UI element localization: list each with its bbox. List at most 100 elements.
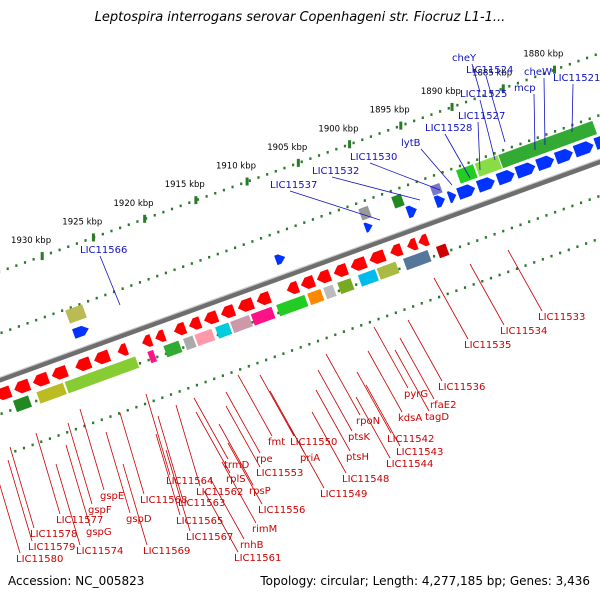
gene-label-bottom: rimM [252, 524, 277, 535]
track-dot [259, 237, 263, 240]
leader-line [315, 389, 351, 452]
track-dot [242, 243, 245, 246]
gene-label-top: LIC11521 [553, 73, 600, 84]
track-dot [545, 133, 548, 136]
gene-block-bottom [215, 322, 233, 339]
track-dot [337, 289, 341, 293]
track-dot [178, 390, 181, 393]
leader-line [444, 133, 471, 179]
track-dot [95, 296, 98, 300]
track-dot [173, 268, 176, 272]
track-dot [84, 239, 87, 242]
leader-line [9, 446, 35, 529]
track-dot [553, 130, 557, 133]
leader-line [317, 369, 353, 432]
track-dot [571, 204, 574, 208]
gene-label-bottom: ptsK [348, 432, 370, 443]
gene-arrow-bottom [117, 343, 130, 356]
track-dot [342, 330, 346, 333]
track-dot [446, 292, 449, 296]
track-dot [100, 418, 103, 422]
track-dot [597, 114, 600, 117]
gene-label-bottom: LIC11543 [396, 447, 443, 458]
track-dot [450, 248, 453, 252]
track-dot [550, 254, 553, 258]
gene-label-bottom: gspE [100, 491, 124, 502]
track-dot [387, 129, 390, 132]
track-dot [14, 449, 17, 453]
track-dot [273, 355, 276, 359]
track-dot [424, 177, 427, 180]
track-dot [75, 242, 78, 245]
gene-block-top [65, 304, 87, 324]
track-dot [104, 293, 107, 297]
track-dot [355, 283, 358, 286]
leader-line [122, 463, 148, 546]
track-dot [395, 125, 398, 129]
track-dot [309, 157, 312, 160]
track-dot [225, 249, 228, 253]
gene-arrow-bottom [14, 378, 32, 394]
track-dot [421, 116, 424, 120]
leader-line [165, 449, 191, 532]
track-dot [316, 339, 320, 343]
track-dot [586, 56, 589, 60]
track-dot [541, 257, 544, 261]
gene-label-bottom: LIC11569 [143, 546, 190, 557]
track-dot [317, 154, 321, 157]
track-dot [66, 431, 69, 434]
gene-label-top: LIC11525 [460, 89, 507, 100]
leader-line [193, 397, 229, 460]
track-dot [299, 346, 302, 349]
gene-label-top: LIC11530 [350, 152, 397, 163]
track-dot [118, 412, 121, 415]
track-dot [130, 284, 133, 287]
scale-label: 1915 kbp [165, 180, 205, 190]
leader-line [221, 461, 257, 524]
track-dot [498, 273, 501, 277]
track-dot [588, 198, 591, 201]
track-dot [248, 179, 251, 182]
track-dot [389, 189, 392, 193]
gene-label-bottom: LIC11564 [166, 476, 213, 487]
track-dot [463, 286, 467, 289]
gene-block-bottom [194, 328, 216, 347]
track-dot [199, 259, 202, 262]
gene-label-bottom: LIC11550 [290, 437, 337, 448]
leader-line [469, 263, 505, 326]
major-tick [399, 121, 403, 130]
track-dot [507, 270, 510, 274]
scale-label: 1910 kbp [216, 162, 256, 172]
gene-arrow-bottom [300, 275, 317, 290]
track-dot [430, 113, 433, 116]
track-dot [196, 198, 200, 201]
gene-arrow-bottom [316, 269, 333, 284]
gene-arrow-bottom [220, 304, 237, 319]
gene-label-top: cheY [452, 53, 477, 64]
gene-label-bottom: tagD [425, 412, 449, 423]
gene-arrow-top [363, 222, 373, 233]
track-dot [67, 245, 70, 249]
track-dot [326, 151, 329, 154]
gene-label-bottom: LIC11568 [140, 495, 187, 506]
track-dot [450, 167, 453, 171]
gene-arrow-top [433, 195, 446, 208]
track-dot [334, 333, 337, 337]
track-dot [484, 236, 488, 239]
track-dot [554, 210, 557, 214]
major-tick [91, 233, 95, 242]
track-dot [441, 170, 444, 174]
track-dot [164, 271, 168, 275]
track-dot [476, 239, 479, 242]
leader-line [433, 277, 469, 340]
track-dot [472, 283, 475, 286]
gene-block-bottom [337, 278, 355, 295]
track-dot [533, 261, 536, 264]
track-dot [187, 386, 190, 390]
track-dot [57, 434, 60, 437]
track-dot [182, 346, 185, 349]
top-scale-track [0, 114, 600, 335]
track-dot [473, 97, 476, 101]
leader-line [311, 411, 347, 474]
